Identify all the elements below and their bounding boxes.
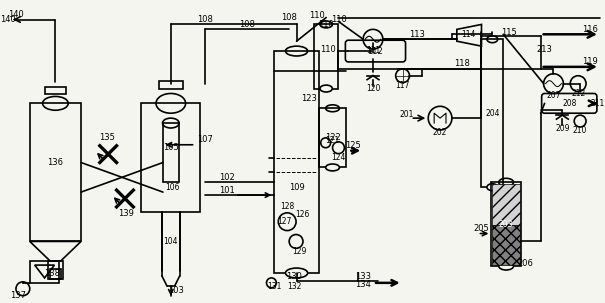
Text: 204: 204	[485, 109, 500, 118]
Text: 112: 112	[367, 47, 383, 55]
Text: 205: 205	[474, 224, 489, 233]
Text: 120: 120	[366, 84, 380, 93]
Text: 117: 117	[396, 81, 410, 90]
Text: 124: 124	[332, 153, 345, 162]
Text: 114: 114	[462, 30, 476, 39]
Text: 136: 136	[47, 158, 64, 167]
Bar	[163, 123, 179, 182]
Text: 110: 110	[330, 15, 346, 24]
Bar	[30, 261, 59, 283]
Text: 206: 206	[517, 259, 533, 268]
Text: 108: 108	[281, 13, 297, 22]
Text: 118: 118	[454, 59, 469, 68]
Text: 104: 104	[163, 237, 178, 246]
Bar	[482, 39, 503, 187]
Text: 207: 207	[546, 91, 561, 100]
Bar	[141, 103, 200, 212]
Text: 208: 208	[562, 99, 577, 108]
Bar	[491, 182, 521, 266]
Bar	[319, 108, 347, 168]
Text: 119: 119	[582, 57, 598, 66]
Text: 130: 130	[286, 272, 302, 281]
Text: 107: 107	[197, 135, 214, 144]
Text: 125: 125	[345, 141, 361, 150]
Text: 110: 110	[320, 45, 336, 54]
Text: 108: 108	[240, 20, 255, 29]
Text: 108: 108	[197, 15, 214, 24]
Text: 135: 135	[99, 133, 114, 142]
Bar	[492, 225, 520, 265]
Text: 102: 102	[219, 173, 235, 182]
Text: 123: 123	[301, 94, 317, 103]
Text: 105: 105	[163, 143, 178, 152]
Text: 115: 115	[501, 28, 517, 37]
Text: 134: 134	[355, 280, 371, 289]
Text: 202: 202	[433, 128, 447, 138]
Text: 111: 111	[366, 45, 380, 55]
Text: 101: 101	[219, 186, 235, 195]
Text: 209: 209	[555, 125, 570, 134]
Text: 110: 110	[318, 20, 333, 29]
Text: 122: 122	[325, 133, 341, 142]
Text: 116: 116	[582, 25, 598, 34]
Bar	[159, 81, 183, 88]
Text: 128: 128	[280, 202, 294, 211]
Text: 140: 140	[0, 15, 16, 24]
Text: 109: 109	[289, 183, 304, 192]
Text: 113: 113	[410, 30, 425, 39]
Text: 129: 129	[292, 247, 306, 256]
Text: 201: 201	[399, 110, 414, 119]
Ellipse shape	[499, 262, 514, 270]
Text: 138: 138	[45, 269, 60, 278]
Bar	[275, 51, 319, 273]
Text: 121: 121	[325, 136, 339, 145]
Text: 132: 132	[287, 282, 301, 291]
Bar	[30, 103, 81, 241]
Text: 127: 127	[277, 217, 292, 226]
Text: 133: 133	[355, 272, 371, 281]
Text: 140: 140	[8, 10, 24, 19]
Text: 212: 212	[571, 89, 585, 98]
Bar	[492, 184, 520, 225]
Text: 137: 137	[10, 291, 26, 300]
Text: 139: 139	[119, 209, 134, 218]
Text: 131: 131	[267, 282, 281, 291]
Text: 110: 110	[309, 11, 325, 20]
Ellipse shape	[325, 164, 339, 171]
Bar	[314, 25, 338, 88]
Text: 211: 211	[590, 99, 605, 108]
Ellipse shape	[320, 85, 332, 92]
Bar	[48, 261, 63, 279]
Text: 103: 103	[168, 286, 184, 295]
Bar	[50, 269, 60, 279]
Text: 213: 213	[537, 45, 552, 54]
Text: 203: 203	[499, 220, 514, 229]
Bar	[45, 87, 66, 95]
Ellipse shape	[487, 184, 498, 191]
Ellipse shape	[286, 268, 308, 278]
Text: 106: 106	[166, 183, 180, 192]
Text: 126: 126	[295, 210, 309, 219]
Text: 210: 210	[573, 126, 587, 135]
